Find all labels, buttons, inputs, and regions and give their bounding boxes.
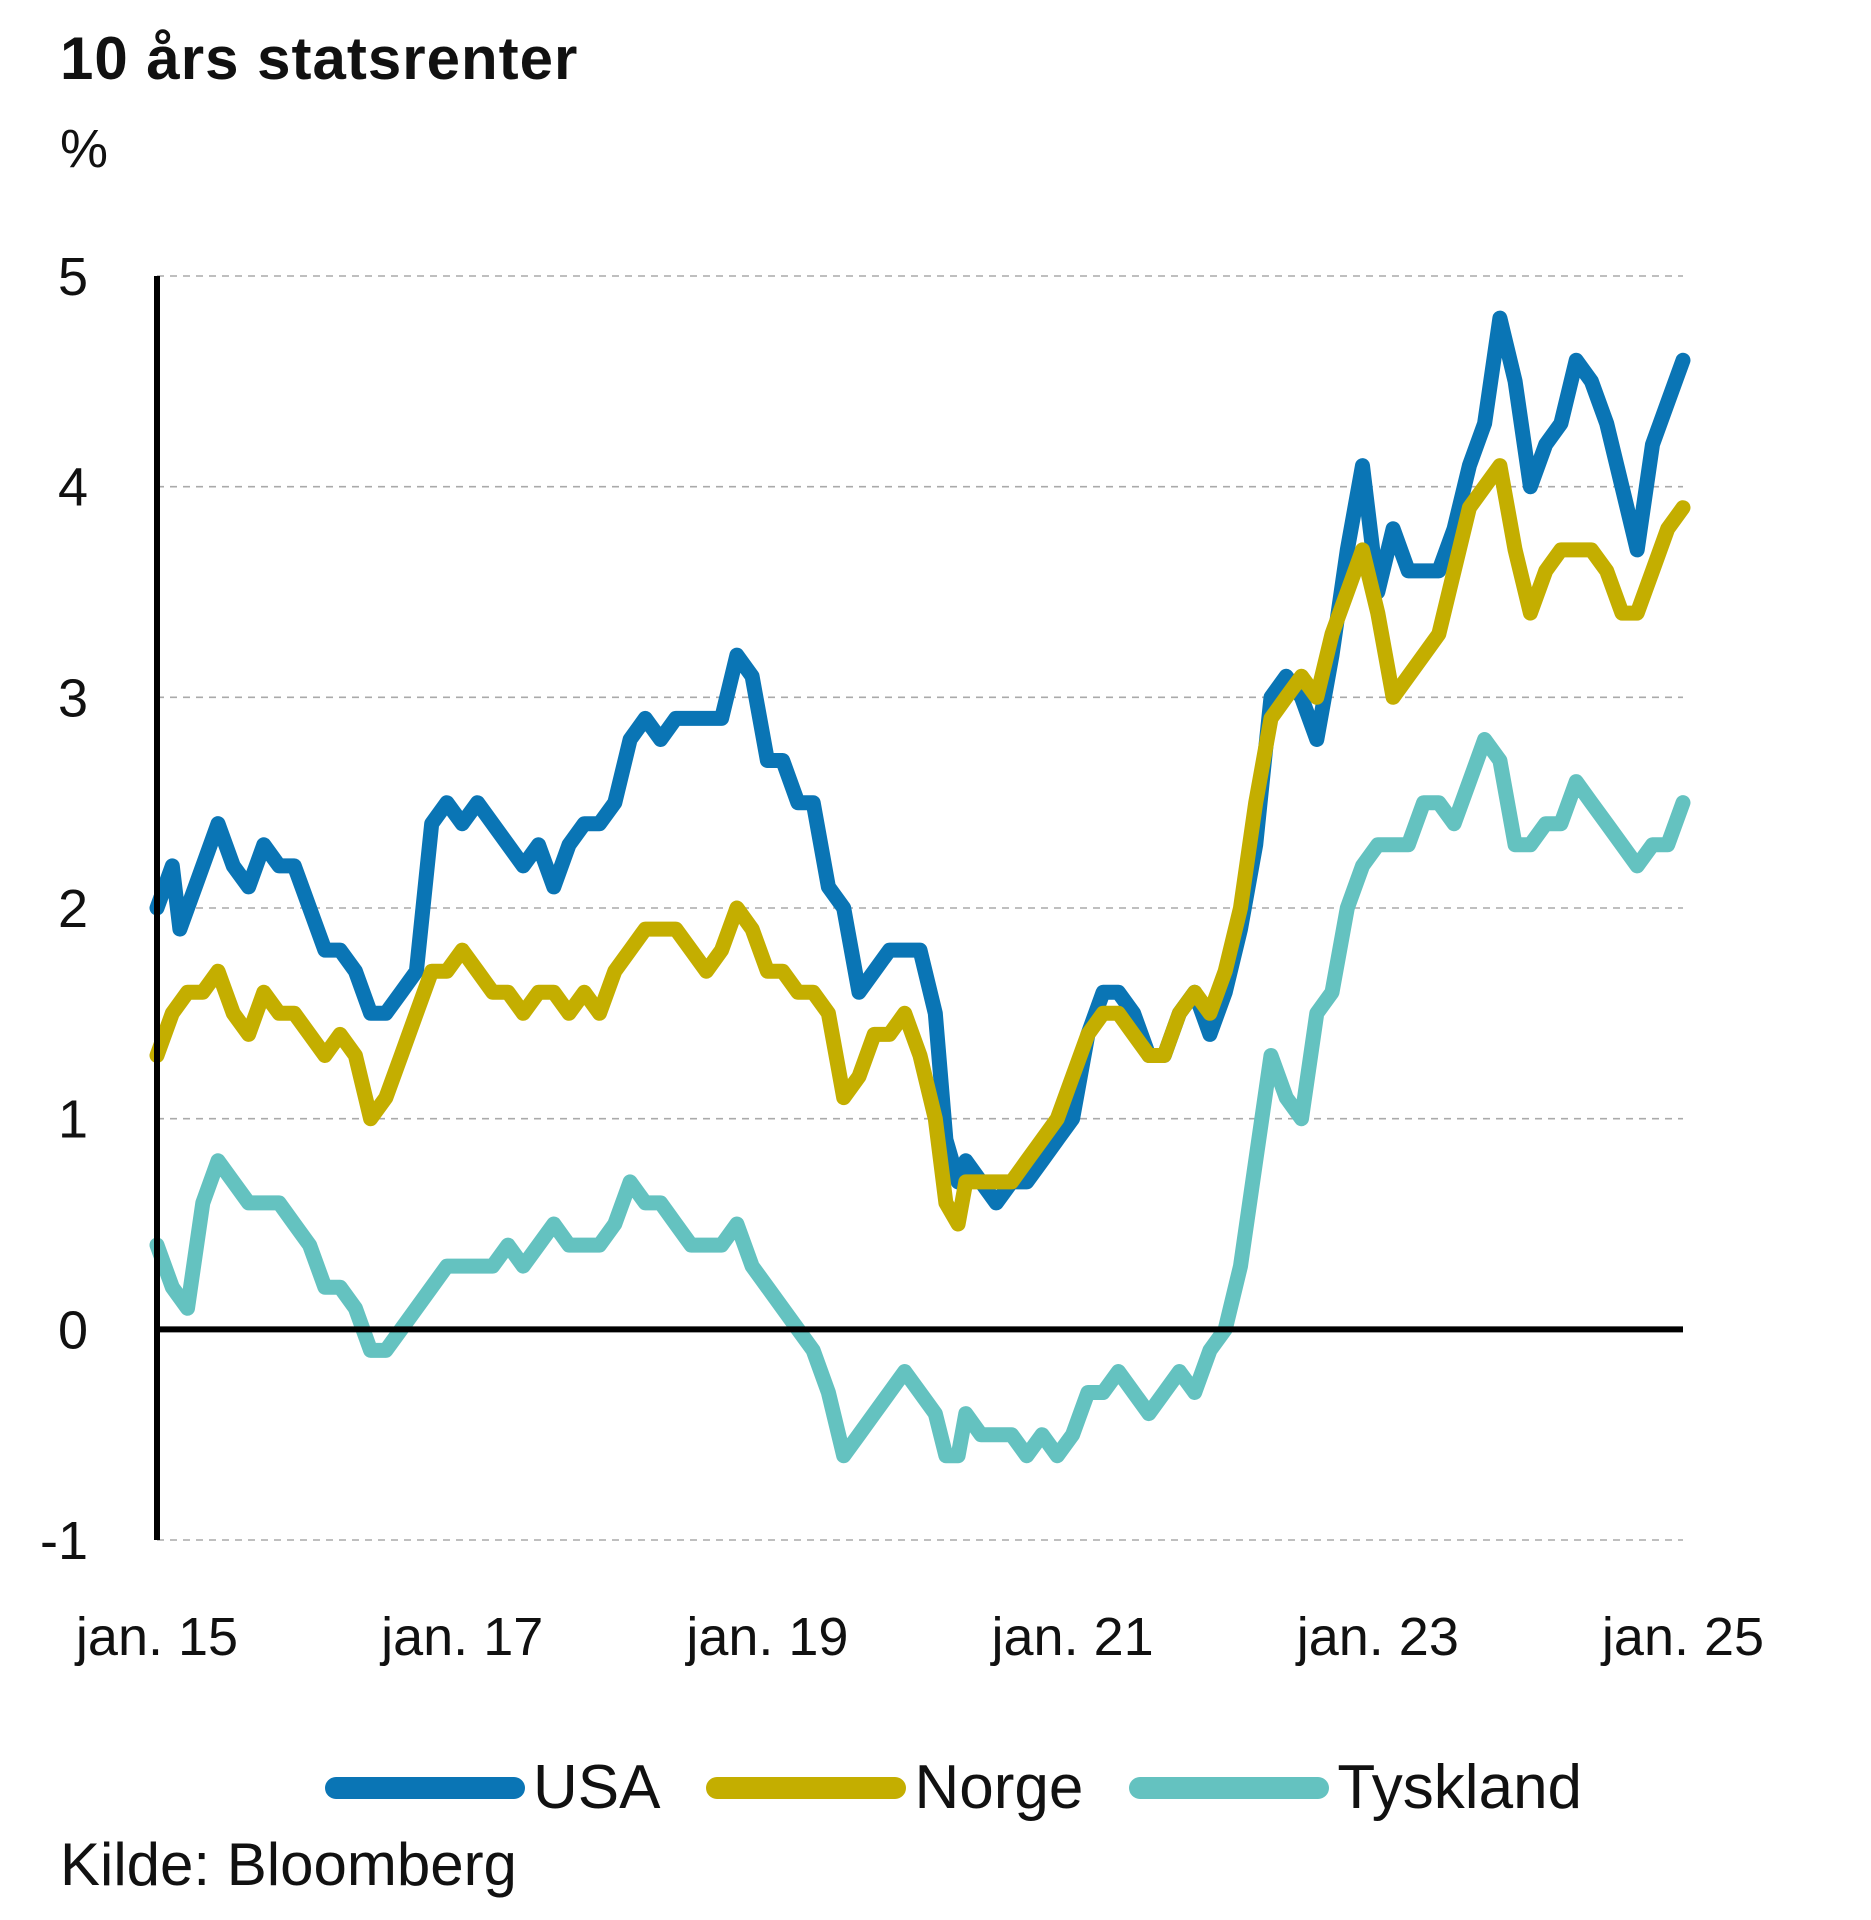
- series-line-tyskland: [149, 732, 1691, 1464]
- y-axis-unit-label: %: [60, 119, 109, 179]
- legend-item-usa: USA: [325, 1752, 660, 1823]
- legend-label-tyskland: Tyskland: [1337, 1753, 1583, 1822]
- legend-item-norge: Norge: [706, 1752, 1083, 1823]
- x-tick-label: jan. 19: [684, 1607, 848, 1667]
- x-tick-labels: jan. 15 jan. 17 jan. 19 jan. 21 jan. 23 jan. …: [74, 1607, 1764, 1667]
- x-tick-label: jan. 21: [990, 1607, 1154, 1667]
- y-tick-labels: 5 4 3 2 1 0 -1: [40, 247, 88, 1571]
- legend-swatch-usa: [325, 1776, 525, 1799]
- series-line-norge: [149, 458, 1691, 1232]
- y-tick-label: -1: [40, 1511, 88, 1571]
- series-line-usa: [149, 310, 1691, 1211]
- x-tick-label: jan. 25: [1600, 1607, 1764, 1667]
- legend: USA Norge Tyskland: [325, 1752, 1628, 1823]
- series-lines: [149, 310, 1691, 1464]
- chart-title: 10 års statsrenter: [60, 25, 579, 92]
- legend-item-tyskland: Tyskland: [1129, 1752, 1582, 1823]
- y-tick-label: 3: [58, 668, 88, 728]
- y-tick-label: 2: [58, 879, 88, 939]
- x-tick-label: jan. 17: [379, 1607, 543, 1667]
- y-tick-label: 0: [58, 1300, 88, 1360]
- legend-label-norge: Norge: [914, 1753, 1084, 1822]
- legend-swatch-norge: [706, 1776, 907, 1799]
- y-tick-label: 5: [58, 247, 88, 307]
- axes: [154, 276, 1683, 1540]
- source-note: Kilde: Bloomberg: [60, 1831, 517, 1898]
- y-tick-label: 4: [58, 458, 88, 518]
- x-tick-label: jan. 23: [1295, 1607, 1459, 1667]
- y-tick-label: 1: [58, 1090, 88, 1150]
- x-tick-label: jan. 15: [74, 1607, 238, 1667]
- legend-label-usa: USA: [533, 1753, 661, 1822]
- legend-swatch-tyskland: [1129, 1776, 1330, 1799]
